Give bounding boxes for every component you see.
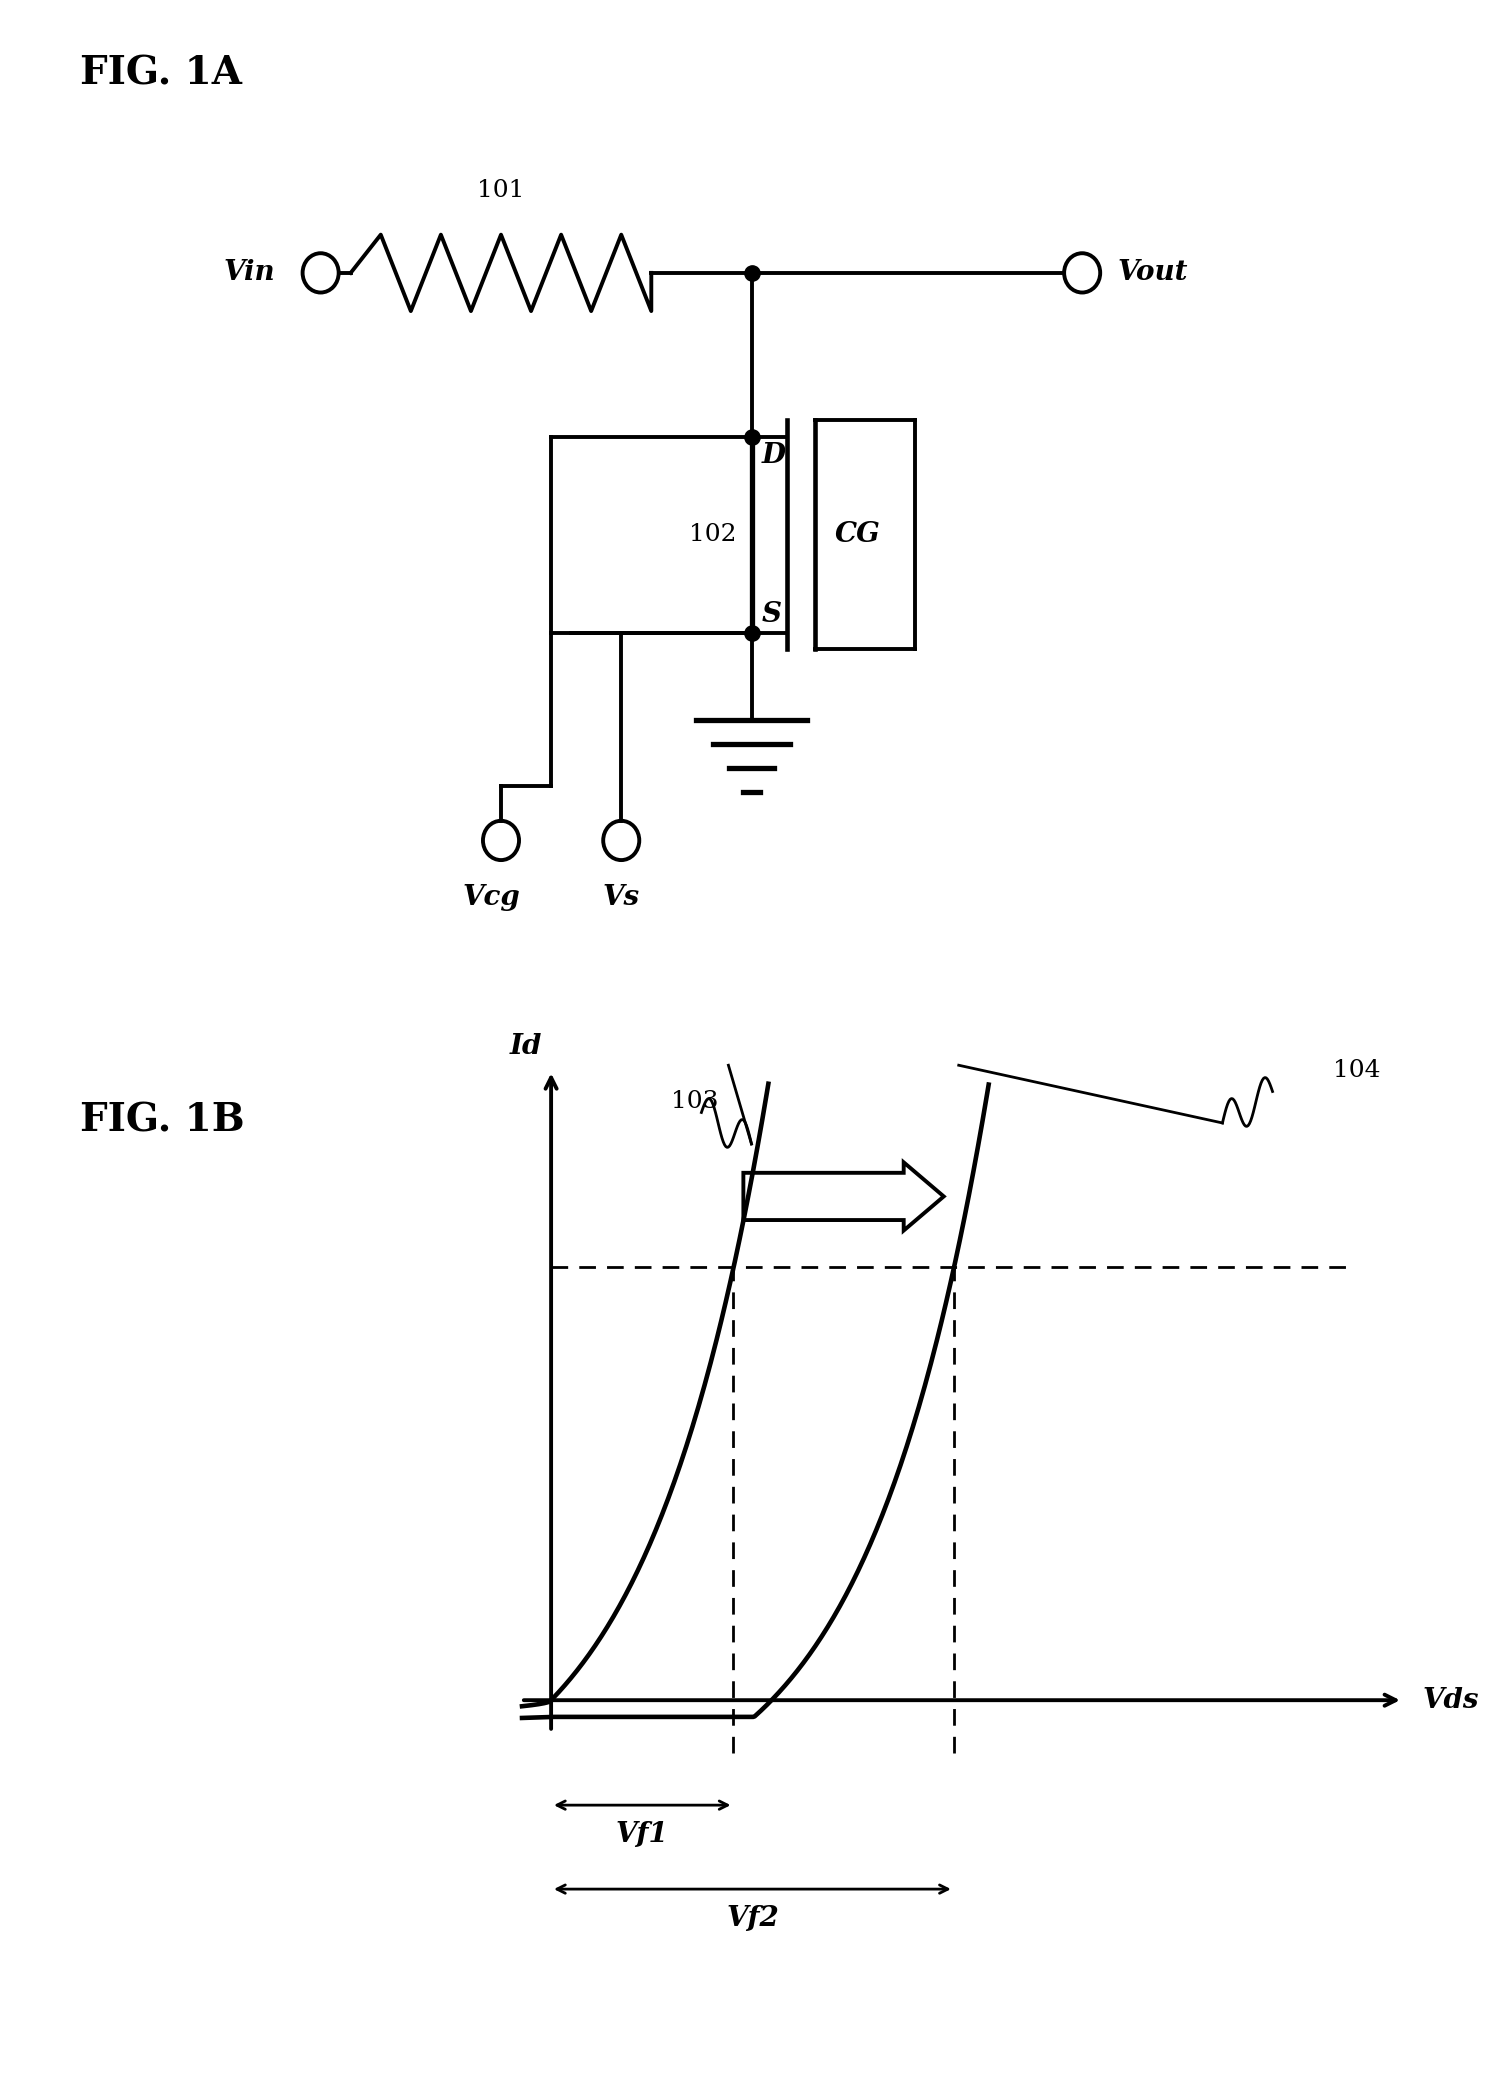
- Text: Vcg: Vcg: [461, 884, 520, 911]
- Text: 104: 104: [1333, 1060, 1380, 1081]
- Text: Vds: Vds: [1423, 1688, 1479, 1713]
- Text: D: D: [762, 443, 786, 468]
- Text: S: S: [762, 600, 782, 628]
- Text: Id: Id: [510, 1033, 543, 1060]
- Text: FIG. 1A: FIG. 1A: [80, 55, 242, 92]
- Polygon shape: [744, 1163, 944, 1230]
- Text: 103: 103: [672, 1091, 718, 1112]
- Text: FIG. 1B: FIG. 1B: [80, 1102, 245, 1140]
- Text: 102: 102: [688, 523, 736, 546]
- Text: Vout: Vout: [1117, 260, 1187, 285]
- Text: 101: 101: [478, 178, 525, 202]
- Text: Vf1: Vf1: [616, 1820, 669, 1847]
- Text: Vin: Vin: [224, 260, 275, 285]
- Text: Vf2: Vf2: [726, 1906, 779, 1931]
- Text: CG: CG: [834, 521, 881, 548]
- Text: Vs: Vs: [603, 884, 640, 911]
